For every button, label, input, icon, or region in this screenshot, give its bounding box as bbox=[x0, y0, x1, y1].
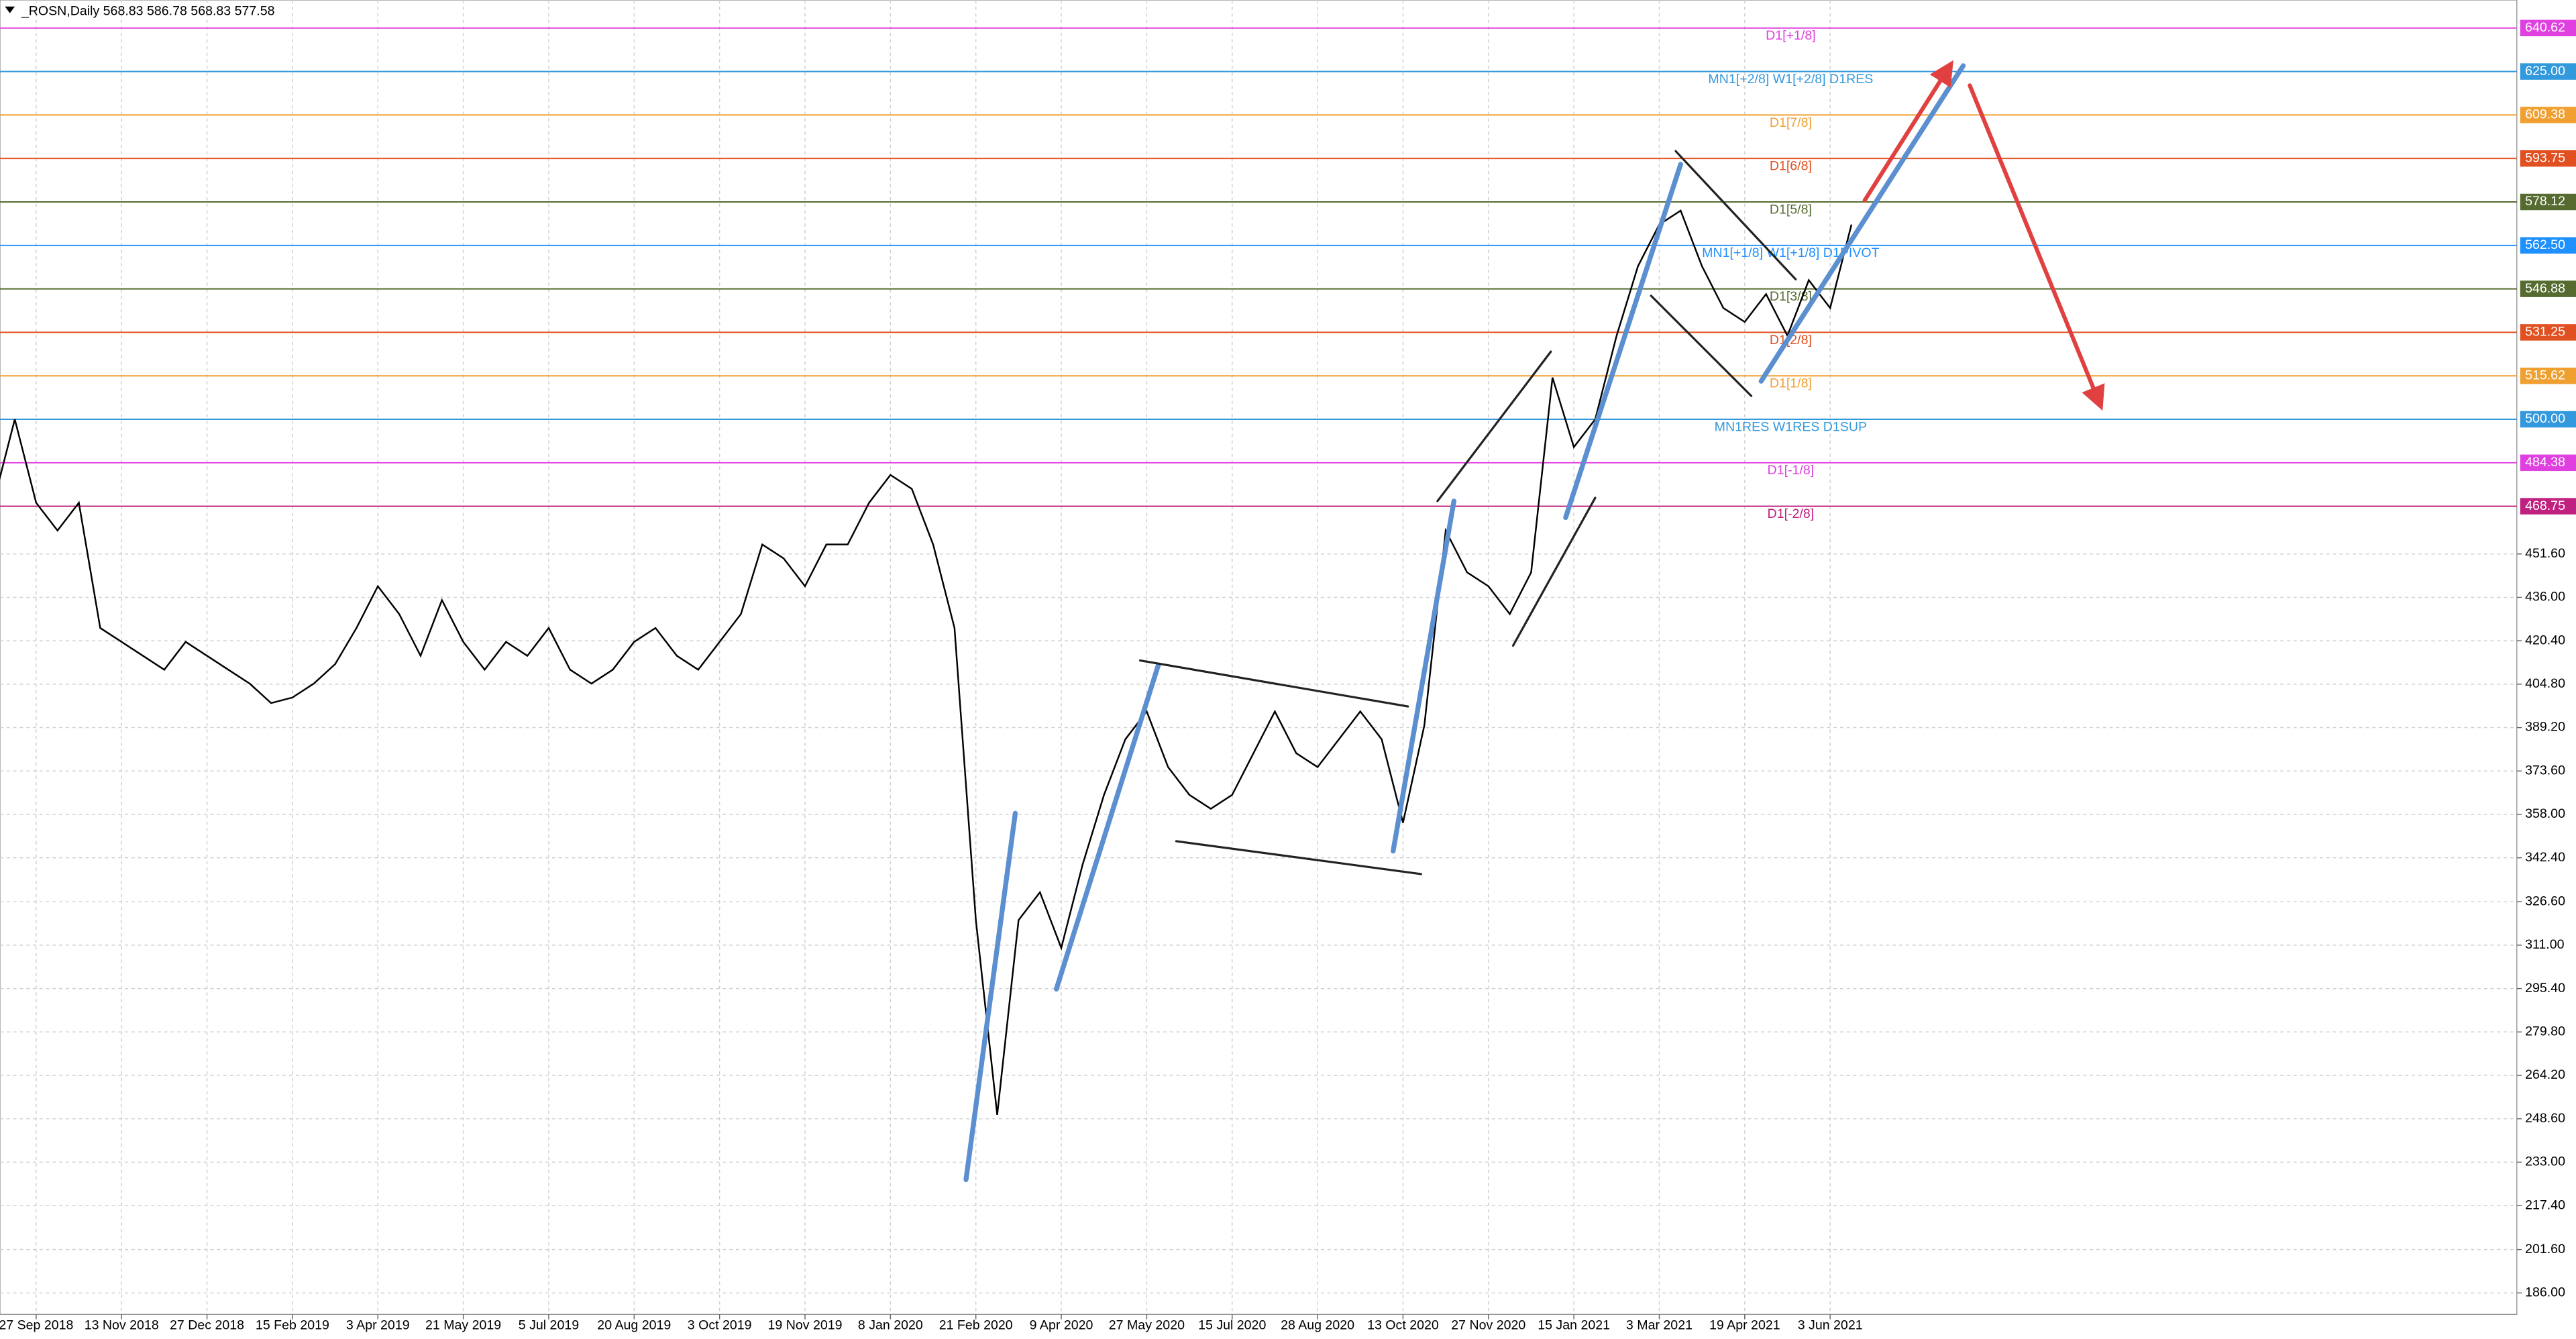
y-tick-label: 233.00 bbox=[2525, 1155, 2565, 1169]
x-tick-label: 3 Apr 2019 bbox=[346, 1318, 410, 1333]
level-price-box bbox=[2520, 280, 2576, 297]
x-tick-label: 9 Apr 2020 bbox=[1030, 1318, 1093, 1333]
level-name: D1[-2/8] bbox=[1768, 506, 1815, 521]
channel-line bbox=[1175, 840, 1422, 875]
level-name: D1[+1/8] bbox=[1766, 28, 1816, 43]
level-price-box bbox=[2520, 367, 2576, 384]
channel-line bbox=[1650, 294, 1753, 397]
y-tick-label: 295.40 bbox=[2525, 981, 2565, 996]
y-tick-label: 311.00 bbox=[2525, 937, 2565, 952]
y-tick-label: 389.20 bbox=[2525, 720, 2565, 735]
level-price-label: 593.75 bbox=[2525, 150, 2565, 165]
grid bbox=[0, 0, 2517, 1315]
level-price-label: 609.38 bbox=[2525, 107, 2565, 122]
level-name: D1[1/8] bbox=[1770, 376, 1812, 391]
x-tick-label: 19 Nov 2019 bbox=[767, 1318, 842, 1333]
y-tick-label: 264.20 bbox=[2525, 1067, 2565, 1082]
level-name: MN1RES W1RES D1SUP bbox=[1715, 419, 1867, 434]
level-price-box bbox=[2520, 324, 2576, 341]
level-price-box bbox=[2520, 237, 2576, 254]
x-tick-label: 21 Feb 2020 bbox=[939, 1318, 1013, 1333]
y-tick-label: 186.00 bbox=[2525, 1285, 2565, 1300]
x-tick-label: 3 Oct 2019 bbox=[688, 1318, 752, 1333]
level-price-label: 640.62 bbox=[2525, 20, 2565, 35]
level-price-label: 484.38 bbox=[2525, 455, 2565, 470]
x-tick-label: 15 Feb 2019 bbox=[256, 1318, 329, 1333]
trend-line bbox=[1758, 63, 1966, 384]
x-tick-label: 27 Sep 2018 bbox=[0, 1318, 74, 1333]
x-tick-label: 21 May 2019 bbox=[425, 1318, 501, 1333]
level-price-box bbox=[2520, 193, 2576, 211]
level-name: D1[3/8] bbox=[1770, 289, 1812, 304]
level-price-label: 625.00 bbox=[2525, 64, 2565, 78]
plot-area bbox=[0, 0, 2518, 1315]
x-tick-label: 27 May 2020 bbox=[1109, 1318, 1185, 1333]
level-name: D1[5/8] bbox=[1770, 202, 1812, 217]
level-price-label: 500.00 bbox=[2525, 411, 2565, 426]
levels: D1[+1/8] 640.62 MN1[+2/8] W1[+2/8] D1RES 62… bbox=[0, 19, 2576, 521]
x-tick-label: 15 Jul 2020 bbox=[1198, 1318, 1266, 1333]
level-name: D1[6/8] bbox=[1770, 159, 1812, 174]
x-tick-label: 20 Aug 2019 bbox=[597, 1318, 671, 1333]
level-price-box bbox=[2520, 498, 2576, 515]
level-price-label: 562.50 bbox=[2525, 237, 2565, 252]
y-tick-label: 358.00 bbox=[2525, 806, 2565, 821]
channel-line bbox=[1436, 350, 1552, 502]
y-tick-label: 436.00 bbox=[2525, 590, 2565, 604]
y-tick-label: 420.40 bbox=[2525, 633, 2565, 647]
level-price-label: 578.12 bbox=[2525, 194, 2565, 209]
y-tick-label: 279.80 bbox=[2525, 1024, 2565, 1038]
level-price-box bbox=[2520, 454, 2576, 472]
forecast-arrow bbox=[1968, 83, 2105, 411]
y-tick-label: 373.60 bbox=[2525, 763, 2565, 778]
header: _ROSN,Daily 568.83 586.78 568.83 577.58 bbox=[21, 3, 275, 18]
level-name: D1[2/8] bbox=[1770, 333, 1812, 347]
y-tick-label: 248.60 bbox=[2525, 1111, 2565, 1126]
channel-line bbox=[1139, 659, 1409, 708]
x-tick-label: 27 Dec 2018 bbox=[170, 1318, 244, 1333]
level-price-box bbox=[2520, 150, 2576, 167]
y-tick-label: 451.60 bbox=[2525, 546, 2565, 561]
x-tick-label: 27 Nov 2020 bbox=[1451, 1318, 1525, 1333]
level-name: MN1[+2/8] W1[+2/8] D1RES bbox=[1708, 72, 1873, 87]
level-price-label: 468.75 bbox=[2525, 498, 2565, 513]
level-name: D1[7/8] bbox=[1770, 115, 1812, 130]
annotations bbox=[963, 60, 2105, 1183]
series bbox=[0, 209, 1853, 1116]
level-price-label: 546.88 bbox=[2525, 281, 2565, 296]
trend-line bbox=[963, 810, 1018, 1183]
x-tick-label: 15 Jan 2021 bbox=[1538, 1318, 1610, 1333]
menu-icon[interactable] bbox=[5, 6, 15, 13]
y-tick-label: 217.40 bbox=[2525, 1197, 2565, 1212]
x-tick-label: 8 Jan 2020 bbox=[858, 1318, 923, 1333]
level-name: MN1[+1/8] W1[+1/8] D1PIVOT bbox=[1702, 246, 1879, 260]
level-price-box bbox=[2520, 411, 2576, 428]
y-tick-label: 342.40 bbox=[2525, 850, 2565, 865]
level-price-label: 515.62 bbox=[2525, 368, 2565, 382]
x-tick-label: 3 Jun 2021 bbox=[1798, 1318, 1863, 1333]
level-price-label: 531.25 bbox=[2525, 325, 2565, 339]
y-tick-label: 201.60 bbox=[2525, 1242, 2565, 1256]
trend-line bbox=[1054, 663, 1161, 992]
channel-line bbox=[1674, 150, 1797, 280]
level-price-box bbox=[2520, 63, 2576, 80]
level-price-box bbox=[2520, 107, 2576, 123]
x-tick-label: 5 Jul 2019 bbox=[519, 1318, 579, 1333]
x-tick-label: 28 Aug 2020 bbox=[1281, 1318, 1354, 1333]
channel-line bbox=[1511, 496, 1597, 647]
price-line bbox=[0, 209, 1853, 1116]
x-tick-label: 13 Oct 2020 bbox=[1367, 1318, 1439, 1333]
x-tick-label: 13 Nov 2018 bbox=[85, 1318, 159, 1333]
trend-line bbox=[1391, 498, 1457, 854]
y-tick-label: 326.60 bbox=[2525, 894, 2565, 908]
forecast-arrow bbox=[1862, 60, 1953, 203]
x-tick-label: 19 Apr 2021 bbox=[1709, 1318, 1780, 1333]
level-name: D1[-1/8] bbox=[1768, 463, 1815, 478]
x-tick-label: 3 Mar 2021 bbox=[1626, 1318, 1693, 1333]
trend-line bbox=[1563, 162, 1683, 521]
y-tick-label: 404.80 bbox=[2525, 676, 2565, 691]
level-price-box bbox=[2520, 19, 2576, 37]
